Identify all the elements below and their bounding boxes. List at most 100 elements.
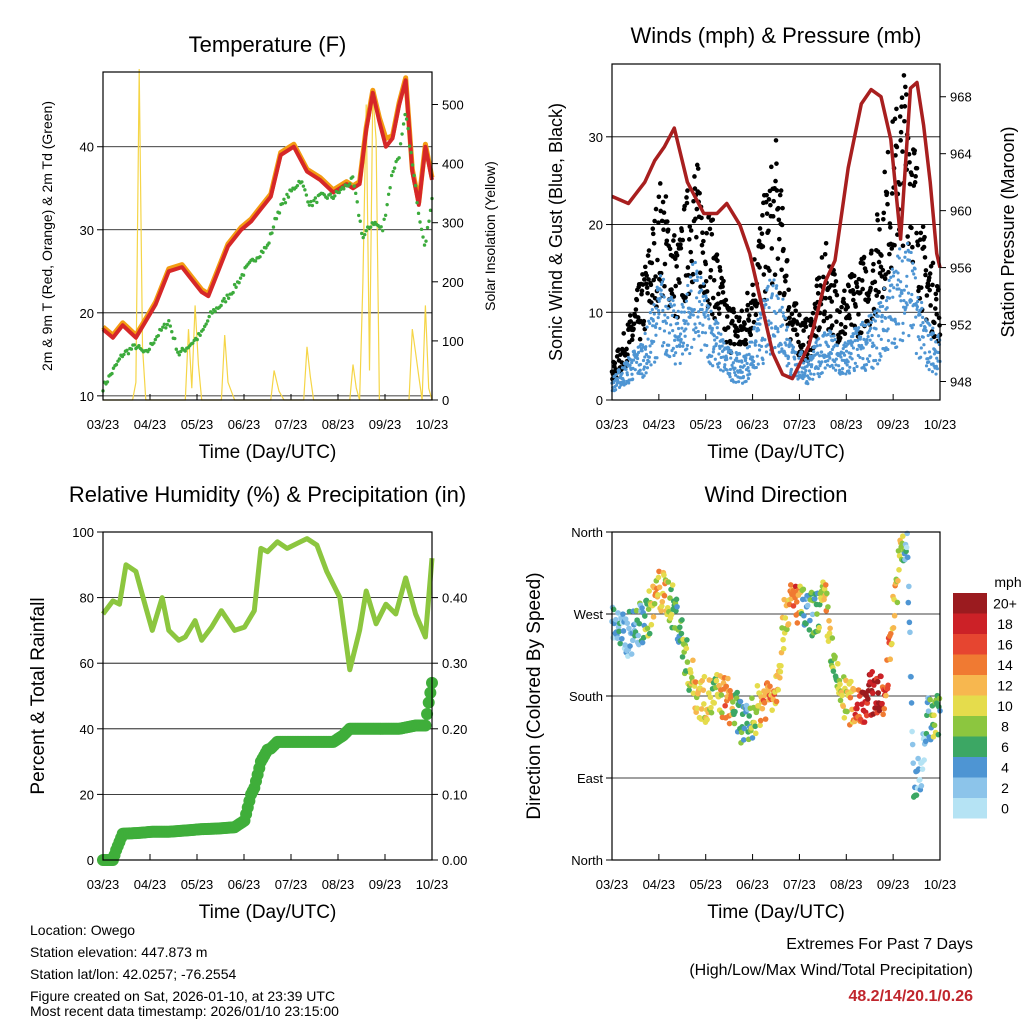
- direction-point: [728, 692, 734, 699]
- wind-point: [683, 321, 687, 326]
- wind-point: [635, 356, 640, 361]
- gust-point: [841, 296, 846, 302]
- gust-point: [776, 205, 781, 211]
- dewpoint-point: [231, 290, 235, 295]
- gust-point: [834, 292, 840, 298]
- gust-point: [760, 213, 765, 218]
- dewpoint-point: [416, 211, 421, 216]
- wind-point: [709, 309, 713, 313]
- wind-point: [876, 362, 880, 366]
- direction-point: [874, 678, 881, 685]
- wind-point: [649, 350, 653, 354]
- dewpoint-point: [355, 200, 359, 204]
- dewpoint-point: [309, 199, 313, 204]
- wind-point: [780, 305, 784, 309]
- gust-point: [672, 256, 678, 262]
- wind-point: [882, 286, 886, 291]
- gust-point: [731, 309, 737, 315]
- wind-point: [927, 360, 931, 364]
- wind-point: [910, 326, 914, 330]
- wind-point: [910, 292, 914, 297]
- gust-point: [871, 261, 876, 267]
- gust-point: [777, 290, 783, 296]
- wind-point: [779, 343, 783, 347]
- dewpoint-point: [285, 192, 289, 197]
- wind-point: [762, 299, 767, 303]
- y2-tick-label: 0.00: [442, 853, 467, 868]
- gust-point: [724, 314, 730, 319]
- gust-point: [923, 268, 929, 273]
- wind-point: [852, 368, 856, 373]
- wind-point: [850, 343, 854, 348]
- gust-point: [679, 228, 685, 234]
- gust-point: [770, 214, 776, 219]
- direction-point: [888, 630, 894, 637]
- wind-point: [884, 299, 889, 303]
- wind-point: [861, 357, 865, 361]
- winds-pressure-panel: Winds (mph) & Pressure (mb) Time (Day/UTC…: [546, 23, 1018, 463]
- gust-point: [656, 194, 662, 200]
- location-text: Location: Owego: [30, 922, 136, 938]
- gust-point: [885, 149, 891, 155]
- dewpoint-point: [159, 328, 164, 332]
- direction-point: [848, 678, 854, 685]
- gust-point: [928, 303, 933, 308]
- gust-point: [612, 360, 618, 366]
- direction-point: [759, 705, 766, 712]
- legend-swatch: [953, 695, 987, 716]
- dewpoint-point: [413, 183, 418, 188]
- direction-point: [713, 677, 720, 684]
- wind-point: [666, 306, 670, 311]
- wind-point: [784, 328, 789, 332]
- gust-point: [694, 234, 699, 240]
- gust-point: [728, 340, 733, 346]
- wind-point: [855, 347, 859, 351]
- dewpoint-point: [421, 235, 425, 239]
- x-tick-label: 03/23: [596, 417, 629, 432]
- gust-point: [704, 230, 709, 236]
- wind-point: [655, 285, 659, 289]
- series-humidity-line: [101, 536, 435, 673]
- legend-swatch: [953, 654, 987, 675]
- wind-point: [915, 305, 919, 309]
- dewpoint-point: [271, 225, 276, 229]
- gust-point: [704, 289, 710, 294]
- gust-point: [786, 304, 792, 310]
- wind-point: [900, 259, 904, 263]
- direction-point: [620, 611, 626, 617]
- gust-point: [766, 197, 772, 202]
- wind-point: [922, 343, 926, 347]
- wind-point: [913, 267, 917, 271]
- wind-point: [886, 327, 890, 331]
- wind-point: [703, 331, 708, 335]
- direction-point: [635, 632, 642, 639]
- dewpoint-point: [177, 353, 181, 357]
- wind-point: [866, 322, 871, 326]
- gust-point: [638, 318, 643, 324]
- dewpoint-point: [238, 276, 243, 280]
- gust-point: [735, 334, 740, 339]
- y2-axis-label: Station Pressure (Maroon): [998, 126, 1018, 337]
- humidity-precip-panel: Relative Humidity (%) & Precipitation (i…: [28, 482, 467, 923]
- x-tick-label: 09/23: [369, 417, 402, 432]
- wind-point: [681, 344, 685, 348]
- wind-point: [687, 310, 691, 314]
- wind-point: [756, 317, 760, 322]
- gust-point: [822, 251, 828, 257]
- direction-point: [816, 624, 822, 631]
- gust-point: [796, 339, 801, 345]
- gust-point: [881, 210, 887, 216]
- wind-point: [771, 284, 775, 288]
- wind-point: [614, 388, 618, 392]
- gust-point: [752, 257, 757, 262]
- direction-point: [908, 673, 914, 680]
- gust-point: [815, 291, 821, 296]
- wind-point: [671, 329, 675, 333]
- wind-point: [902, 288, 906, 292]
- x-tick-label: 06/23: [228, 877, 261, 892]
- direction-point: [694, 705, 701, 712]
- wind-point: [701, 282, 706, 286]
- wind-point: [692, 337, 696, 341]
- wind-point: [654, 325, 658, 329]
- wind-point: [874, 327, 878, 331]
